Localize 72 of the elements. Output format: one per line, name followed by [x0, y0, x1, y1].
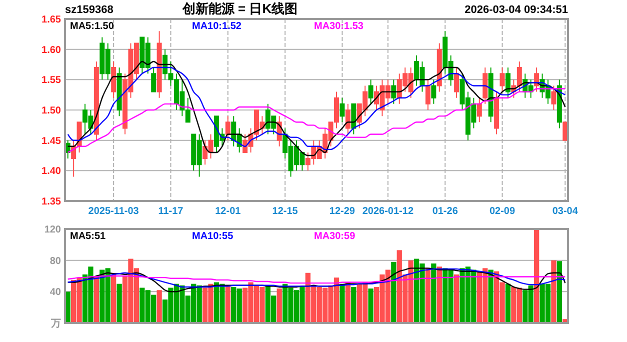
text: sz159368 [65, 4, 114, 16]
line-series [67, 268, 566, 288]
candlestick [368, 79, 374, 104]
bar [368, 288, 374, 323]
bar [340, 284, 345, 323]
candlestick [156, 30, 162, 98]
bar [351, 286, 356, 323]
x-tick-label: 12-15 [272, 206, 298, 217]
bar [551, 260, 556, 323]
line-series [67, 275, 566, 284]
y-tick-label: 40 [50, 287, 62, 298]
candlestick [151, 67, 156, 92]
bar [431, 263, 436, 323]
candlestick [476, 97, 482, 123]
candlestick [431, 79, 436, 104]
bar [116, 284, 122, 323]
y-tick-label: 80 [50, 256, 62, 267]
bar [436, 266, 442, 323]
y-tick-label: 1.35 [42, 196, 62, 208]
bar [534, 229, 540, 323]
x-tick-label: 12-01 [215, 206, 242, 217]
text: MA10:1.52 [192, 21, 242, 32]
bar [111, 274, 116, 323]
text: 2026-03-04 09:34:51 [464, 4, 568, 16]
y-tick-label: 1.65 [42, 14, 62, 26]
candlestick [425, 79, 430, 110]
text: MA5:51 [70, 231, 106, 242]
text: MA30:1.53 [314, 21, 364, 32]
candlestick [551, 85, 556, 110]
bar [225, 285, 230, 323]
x-tick-label: 11-17 [158, 206, 184, 217]
candlestick [454, 67, 460, 98]
candlestick [340, 97, 345, 123]
chart-title: 创新能源 = 日K线图 [181, 1, 298, 16]
text: MA10:55 [192, 231, 234, 242]
line-series [67, 88, 566, 154]
text: MA5:1.50 [70, 21, 114, 32]
y-tick-label: 1.60 [42, 44, 62, 56]
candlestick [500, 67, 505, 92]
bar [94, 276, 100, 323]
candlestick [225, 116, 230, 141]
x-tick-label: 2025-11-03 [88, 206, 140, 217]
candlestick [505, 67, 510, 98]
y-tick-label: 万 [50, 318, 61, 330]
candlestick [494, 91, 500, 135]
y-tick-label: 1.40 [42, 166, 62, 178]
candlestick [436, 42, 442, 92]
bar [505, 284, 511, 323]
candlestick [345, 103, 350, 135]
bar [156, 290, 162, 323]
x-tick-label: 02-09 [489, 206, 516, 217]
candlestick [111, 60, 116, 98]
candlestick [351, 103, 356, 135]
bar [391, 262, 396, 323]
x-tick-label: 03-04 [552, 206, 578, 217]
y-tick-label: 1.55 [42, 75, 62, 86]
candlestick [391, 79, 396, 104]
candlestick [116, 67, 122, 117]
text: MA30:59 [314, 231, 356, 242]
candlestick [482, 67, 488, 104]
candlestick [488, 67, 494, 123]
candlestick [94, 60, 99, 141]
bar [425, 268, 431, 323]
y-tick-label: 1.50 [42, 106, 62, 116]
bar [276, 288, 282, 323]
candlestick [562, 122, 568, 141]
y-tick-label: 1.45 [42, 136, 62, 147]
x-tick-label: 2026-01-12 [362, 206, 414, 217]
bar [454, 274, 460, 323]
x-tick-label: 01-26 [432, 206, 458, 217]
x-tick-label: 12-29 [329, 206, 356, 217]
y-tick-label: 120 [44, 224, 62, 236]
